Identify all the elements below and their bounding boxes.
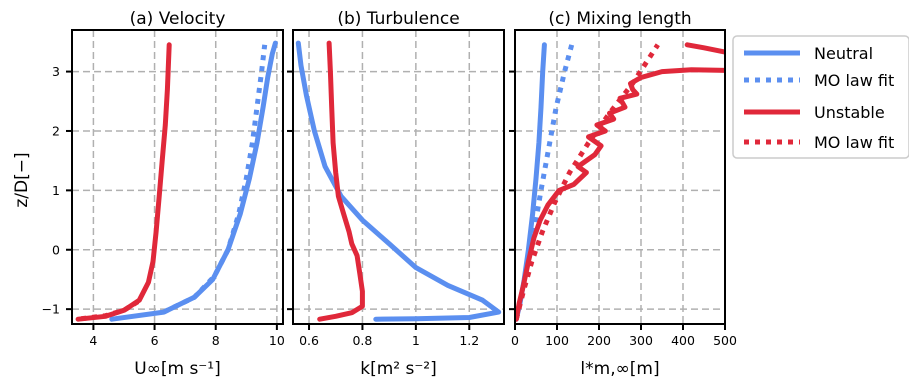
x-tick-label: 500 bbox=[713, 333, 737, 348]
x-tick-label: 4 bbox=[89, 333, 97, 348]
x-axis-label: U∞[m s⁻¹] bbox=[134, 359, 220, 379]
axes-frame bbox=[514, 29, 726, 325]
legend-label-unstable: Unstable bbox=[814, 103, 885, 122]
legend-label-neutral-fit: MO law fit bbox=[814, 71, 894, 90]
panel-2: 0.6 0.8 1 1.2 (b) Turbulence k[m² s⁻²] bbox=[287, 9, 505, 379]
axes-frame bbox=[292, 29, 505, 325]
x-tick-label: 300 bbox=[629, 333, 653, 348]
legend-label-neutral: Neutral bbox=[814, 44, 873, 63]
series-line-unstable bbox=[317, 40, 365, 322]
legend-frame bbox=[732, 35, 909, 159]
series-line-neutral bbox=[295, 40, 502, 322]
series-line-unstable-fit bbox=[515, 43, 660, 320]
series-line-unstable bbox=[75, 42, 172, 322]
legend-label-unstable-fit: MO law fit bbox=[814, 133, 894, 152]
x-tick-label: 0.6 bbox=[299, 333, 319, 348]
x-tick-label: 0 bbox=[511, 333, 519, 348]
x-tick-label: 6 bbox=[151, 333, 159, 348]
x-axis-label: l*m,∞[m] bbox=[580, 359, 659, 379]
x-tick-label: 200 bbox=[587, 333, 611, 348]
y-tick-label: 2 bbox=[52, 123, 60, 138]
x-tick-label: 1.2 bbox=[459, 333, 479, 348]
y-tick-label: −1 bbox=[42, 302, 60, 317]
series-line-unstable bbox=[684, 42, 725, 55]
x-tick-label: 0.8 bbox=[352, 333, 372, 348]
series-line-unstable-fit bbox=[80, 298, 141, 322]
series-line-unstable bbox=[515, 67, 725, 322]
series-line-neutral-fit bbox=[162, 44, 268, 315]
y-tick-label: 0 bbox=[52, 242, 60, 257]
y-axis-label: z/D[−] bbox=[12, 152, 32, 207]
panel-title: (a) Velocity bbox=[130, 9, 226, 29]
series-line-neutral bbox=[109, 40, 278, 322]
axes-frame bbox=[71, 29, 284, 325]
y-tick-label: 3 bbox=[52, 64, 60, 79]
x-tick-label: 100 bbox=[545, 333, 569, 348]
x-axis-label: k[m² s⁻²] bbox=[360, 359, 437, 379]
x-tick-label: 8 bbox=[212, 333, 220, 348]
legend: Neutral MO law fit Unstable MO law fit bbox=[732, 35, 909, 159]
y-tick-label: 1 bbox=[52, 183, 60, 198]
series-line-neutral bbox=[515, 42, 547, 322]
panel-1: 4 6 8 10 −1 0 1 2 3 (a) Velocity U∞[m s⁻¹] bbox=[42, 9, 285, 379]
panel-3: 0 100 200 300 400 500 (c) Mixing length l*m,∞[m… bbox=[509, 9, 737, 379]
panel-title: (b) Turbulence bbox=[337, 9, 459, 29]
x-tick-label: 10 bbox=[269, 333, 285, 348]
x-tick-label: 400 bbox=[671, 333, 695, 348]
panel-title: (c) Mixing length bbox=[548, 9, 691, 29]
x-tick-label: 1 bbox=[412, 333, 420, 348]
